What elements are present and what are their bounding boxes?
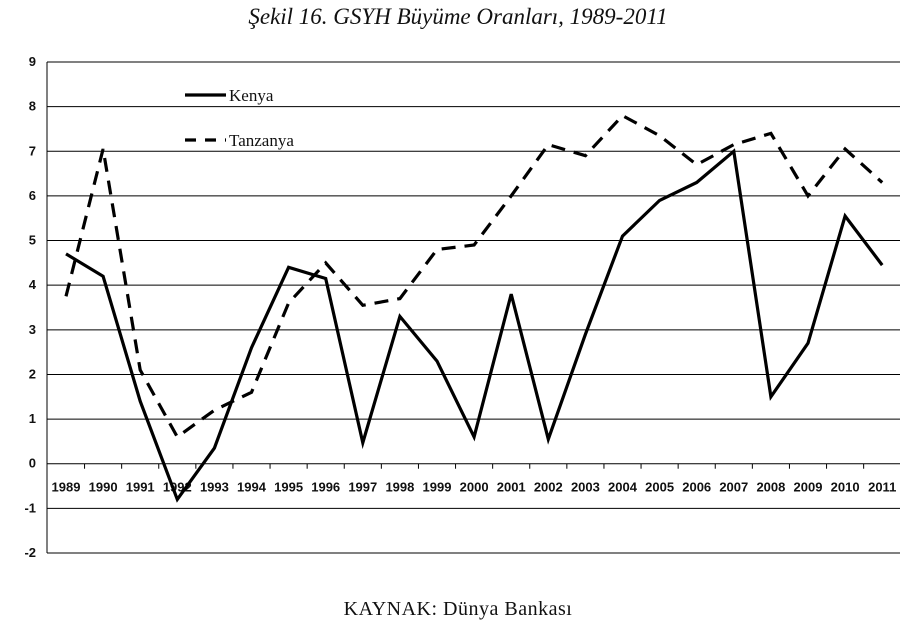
- x-tick-label: 1990: [89, 480, 118, 495]
- x-tick-label: 2003: [571, 480, 600, 495]
- x-tick-label: 1996: [311, 480, 340, 495]
- x-tick-label: 2005: [645, 480, 674, 495]
- y-tick-label: -2: [24, 545, 36, 560]
- axes: [46, 62, 865, 553]
- x-tick-label: 1989: [52, 480, 81, 495]
- series-lines: [64, 113, 884, 503]
- y-tick-label: 0: [29, 456, 36, 471]
- x-tick-label: 2001: [497, 480, 526, 495]
- series-line-tanzanya: [64, 113, 884, 440]
- y-tick-label: 3: [29, 322, 36, 337]
- x-tick-label: 2006: [682, 480, 711, 495]
- x-axis-tick-labels: 1989 1990 1991 1992 1993 1994 1995 1996 1997 1998…: [52, 480, 897, 495]
- y-tick-label: 6: [29, 188, 36, 203]
- y-tick-label: 1: [29, 411, 36, 426]
- x-tick-label: 1995: [274, 480, 303, 495]
- y-axis-tick-labels: 9 8 7 6 5 4 3 2 1 0 -1 -2: [24, 54, 36, 560]
- y-tick-label: 7: [29, 143, 36, 158]
- x-tick-label: 2011: [868, 480, 896, 495]
- x-tick-label: 2002: [534, 480, 563, 495]
- x-tick-label: 2004: [608, 480, 638, 495]
- x-tick-label: 2007: [719, 480, 748, 495]
- x-tick-label: 2009: [794, 480, 823, 495]
- x-tick-label: 1998: [385, 480, 414, 495]
- x-tick-label: 1994: [237, 480, 267, 495]
- x-tick-label: 1999: [423, 480, 452, 495]
- series-line-kenya: [65, 148, 884, 503]
- chart-title: Şekil 16. GSYH Büyüme Oranları, 1989-201…: [248, 4, 668, 29]
- x-tick-label: 2000: [460, 480, 489, 495]
- legend: Kenya Tanzanya: [185, 86, 294, 150]
- y-tick-label: 8: [29, 99, 36, 114]
- x-tick-label: 1991: [126, 480, 155, 495]
- y-tick-label: 9: [29, 54, 36, 69]
- source-note: KAYNAK: Dünya Bankası: [343, 598, 573, 620]
- x-tick-label: 2008: [756, 480, 785, 495]
- legend-label-kenya: Kenya: [229, 86, 274, 105]
- grid-lines: [47, 61, 900, 554]
- x-tick-label: 1993: [200, 480, 229, 495]
- y-tick-label: -1: [24, 500, 36, 515]
- x-tick-label: 1997: [348, 480, 377, 495]
- y-tick-label: 4: [29, 277, 37, 292]
- legend-label-tanzanya: Tanzanya: [229, 131, 294, 150]
- y-tick-label: 5: [29, 233, 36, 248]
- y-tick-label: 2: [29, 366, 36, 381]
- x-tick-label: 2010: [831, 480, 860, 495]
